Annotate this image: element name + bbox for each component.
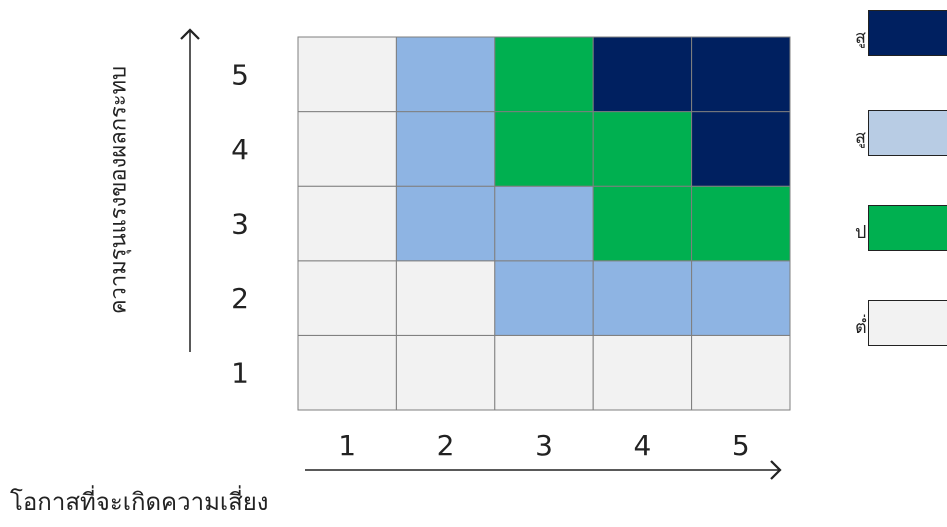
matrix-cell-x5-y1: [691, 334, 791, 411]
matrix-cell-x3-y5: [494, 36, 594, 113]
matrix-cell-x1-y1: [297, 334, 397, 411]
matrix-cell-x3-y2: [494, 260, 594, 336]
y-tick-label: 5: [231, 58, 249, 91]
matrix-cell-x4-y3: [592, 185, 693, 262]
legend-label: ต่ำ: [855, 317, 867, 338]
y-axis-label: ความรุนแรงของผลกระทบ: [106, 65, 132, 315]
legend-swatch: [868, 110, 947, 156]
legend-label: ป: [855, 222, 867, 243]
matrix-cell-x4-y5: [592, 36, 693, 113]
y-tick-label: 4: [231, 133, 249, 166]
legend-swatch: [868, 205, 947, 251]
matrix-cell-x2-y4: [395, 111, 496, 187]
legend-swatch: [868, 300, 947, 346]
x-tick-label: 4: [633, 429, 651, 462]
matrix-cell-x1-y4: [297, 111, 397, 187]
matrix-cell-x1-y5: [297, 36, 397, 113]
matrix-cell-x2-y1: [395, 334, 496, 411]
matrix-cell-x5-y5: [691, 36, 791, 113]
matrix-cell-x1-y2: [297, 260, 397, 336]
matrix-cell-x1-y3: [297, 185, 397, 262]
matrix-cell-x3-y3: [494, 185, 594, 262]
matrix-cell-x5-y3: [691, 185, 791, 262]
matrix-cell-x2-y5: [395, 36, 496, 113]
tick-labels: 1 2 3 4 5 1 2 3 4 5: [231, 58, 750, 462]
matrix-cell-x4-y1: [592, 334, 693, 411]
x-axis-label: โอกาสที่จะเกิดความเสี่ยง: [10, 488, 269, 516]
matrix-cell-x5-y4: [691, 111, 791, 187]
x-tick-label: 3: [535, 429, 553, 462]
y-tick-label: 1: [231, 357, 249, 390]
matrix-cell-x2-y2: [395, 260, 496, 336]
x-tick-label: 5: [732, 429, 750, 462]
legend-swatch: [868, 10, 947, 56]
matrix-cell-x4-y4: [592, 111, 693, 187]
x-tick-label: 2: [437, 429, 455, 462]
matrix-cell-x3-y4: [494, 111, 594, 187]
matrix-cell-x2-y3: [395, 185, 496, 262]
matrix-cells: [297, 36, 791, 411]
y-tick-label: 3: [231, 208, 249, 241]
legend-label: สู: [855, 27, 866, 48]
matrix-cell-x3-y1: [494, 334, 594, 411]
x-tick-label: 1: [338, 429, 356, 462]
matrix-cell-x4-y2: [592, 260, 693, 336]
legend-label: สู: [855, 127, 866, 148]
matrix-cell-x5-y2: [691, 260, 791, 336]
y-tick-label: 2: [231, 282, 249, 315]
